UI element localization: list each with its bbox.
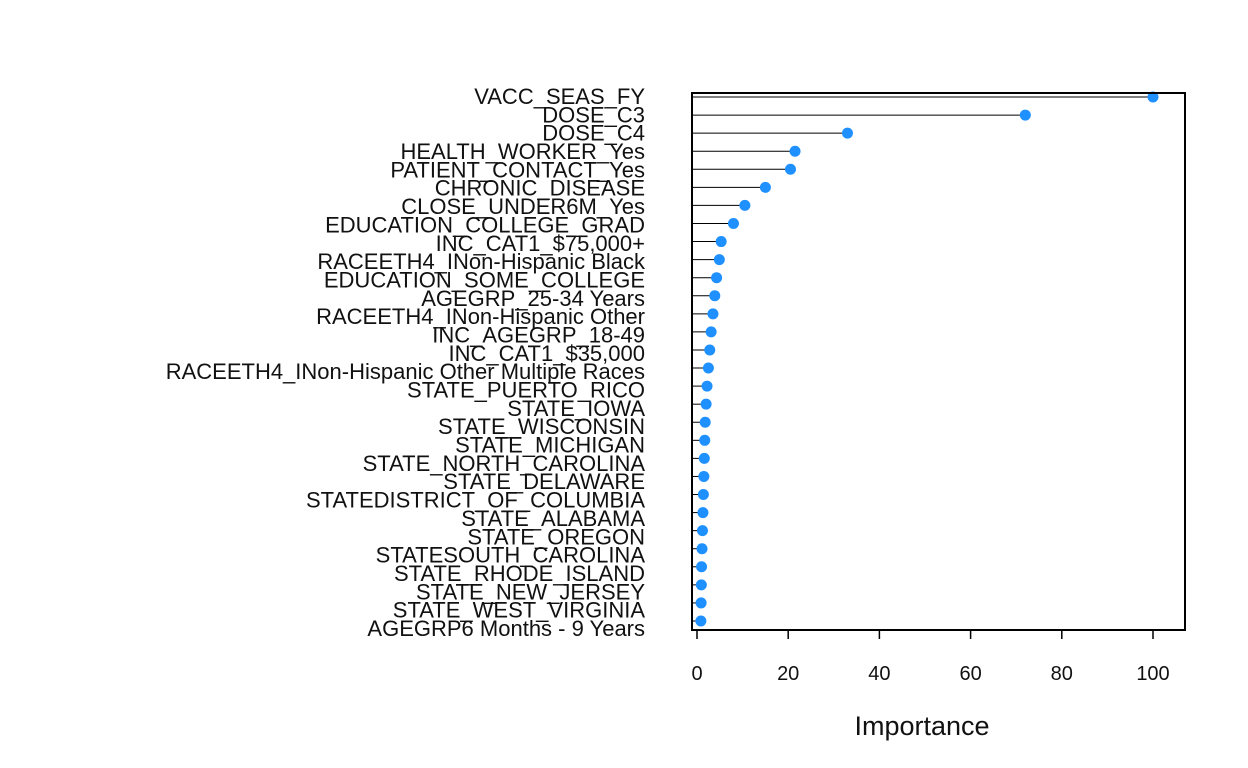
importance-point bbox=[789, 145, 801, 157]
variable-label: STATE_WISCONSIN bbox=[438, 414, 645, 439]
importance-point bbox=[759, 181, 771, 193]
variable-label: PATIENT_CONTACT_Yes bbox=[390, 157, 645, 182]
x-tick-label: 80 bbox=[1051, 663, 1073, 685]
importance-point bbox=[705, 326, 717, 338]
plot-frame bbox=[691, 92, 1186, 631]
variable-label: STATEDISTRICT_OF_COLUMBIA bbox=[306, 488, 645, 513]
variable-label: STATE_DELAWARE bbox=[443, 469, 645, 494]
importance-points bbox=[695, 91, 1159, 627]
x-tick-label: 20 bbox=[777, 663, 799, 685]
importance-point bbox=[841, 127, 853, 139]
importance-point bbox=[695, 579, 707, 591]
importance-point bbox=[715, 236, 727, 248]
x-tick-label: 100 bbox=[1136, 663, 1169, 685]
variable-label: INC_AGEGRP_18-49 bbox=[432, 322, 645, 347]
importance-point bbox=[784, 163, 796, 175]
importance-point bbox=[696, 525, 708, 537]
variable-label: VACC_SEAS_FY bbox=[474, 84, 645, 109]
variable-label: DOSE_C3 bbox=[542, 102, 645, 127]
importance-point bbox=[701, 380, 713, 392]
importance-point bbox=[698, 470, 710, 482]
variable-label: STATESOUTH_CAROLINA bbox=[376, 543, 646, 568]
variable-label: CLOSE_UNDER6M_Yes bbox=[401, 194, 645, 219]
importance-point bbox=[713, 254, 725, 266]
importance-point bbox=[702, 362, 714, 374]
x-tick-label: 0 bbox=[691, 663, 702, 685]
variable-label: STATE_NEW_JERSEY bbox=[416, 579, 645, 604]
variable-label: INC_CAT1_$75,000+ bbox=[436, 231, 645, 256]
importance-point bbox=[727, 217, 739, 229]
variable-label: HEALTH_WORKER_Yes bbox=[400, 139, 645, 164]
importance-lines bbox=[692, 96, 1153, 622]
importance-point bbox=[707, 308, 719, 320]
variable-label: DOSE_C4 bbox=[542, 121, 645, 146]
variable-label: STATE_WEST_VIRGINIA bbox=[393, 598, 646, 623]
x-tick-label: 60 bbox=[959, 663, 981, 685]
importance-point bbox=[704, 344, 716, 356]
variable-label: INC_CAT1_$35,000 bbox=[449, 341, 646, 366]
importance-point bbox=[699, 434, 711, 446]
importance-point bbox=[1147, 91, 1159, 103]
variable-label: STATE_OREGON bbox=[467, 524, 645, 549]
x-axis: 0 20 40 60 80 100 bbox=[691, 630, 1170, 685]
importance-point bbox=[699, 416, 711, 428]
importance-point bbox=[696, 543, 708, 555]
variable-label: STATE_IOWA bbox=[507, 396, 645, 421]
variable-label: STATE_RHODE_ISLAND bbox=[394, 561, 645, 586]
importance-point bbox=[695, 615, 707, 627]
variable-labels: VACC_SEAS_FYDOSE_C3DOSE_C4HEALTH_WORKER_… bbox=[166, 84, 646, 641]
variable-label: EDUCATION_COLLEGE_GRAD bbox=[325, 212, 645, 237]
variable-label: CHRONIC_DISEASE bbox=[435, 176, 645, 201]
importance-point bbox=[695, 597, 707, 609]
importance-point bbox=[697, 507, 709, 519]
variable-label: RACEETH4_INon-Hispanic Other Multiple Ra… bbox=[166, 359, 645, 384]
importance-point bbox=[696, 561, 708, 573]
importance-point bbox=[711, 272, 723, 284]
variable-label: EDUCATION_SOME_COLLEGE bbox=[324, 267, 645, 292]
x-tick-label: 40 bbox=[868, 663, 890, 685]
importance-point bbox=[698, 452, 710, 464]
variable-label: AGEGRP6 Months - 9 Years bbox=[367, 616, 645, 641]
variable-label: RACEETH4_INon-Hispanic Black bbox=[317, 249, 646, 274]
variable-label: STATE_MICHIGAN bbox=[455, 433, 645, 458]
variable-label: STATE_NORTH_CAROLINA bbox=[363, 451, 646, 476]
importance-point bbox=[700, 398, 712, 410]
importance-point bbox=[739, 199, 751, 211]
variable-label: STATE_ALABAMA bbox=[461, 506, 645, 531]
x-axis-title: Importance bbox=[854, 711, 989, 741]
importance-point bbox=[697, 489, 709, 501]
variable-label: STATE_PUERTO_RICO bbox=[407, 378, 645, 403]
importance-point bbox=[709, 290, 721, 302]
variable-label: AGEGRP_25-34 Years bbox=[421, 286, 645, 311]
importance-point bbox=[1019, 109, 1031, 121]
variable-label: RACEETH4_INon-Hispanic Other bbox=[316, 304, 645, 329]
